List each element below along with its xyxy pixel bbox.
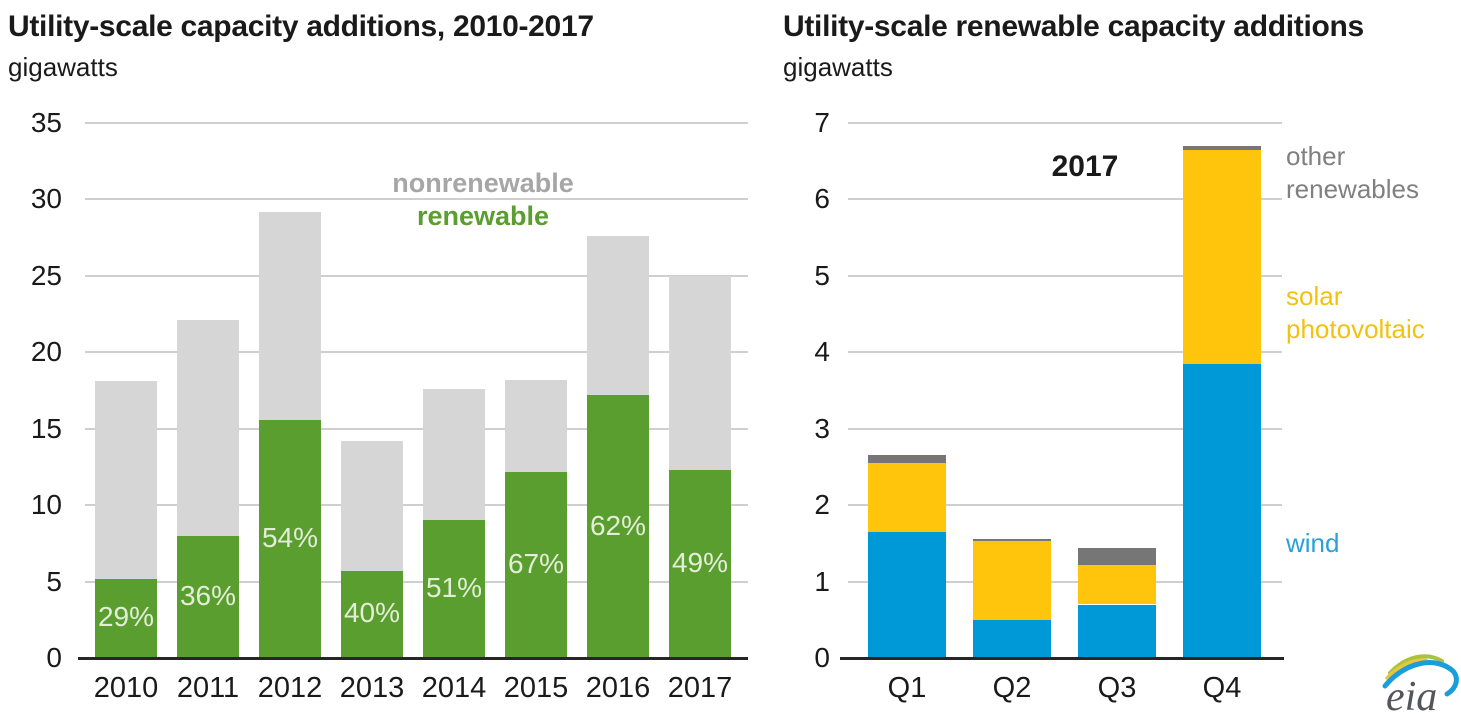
bar-segment-solar-photovoltaic <box>1078 564 1156 605</box>
year-annotation: 2017 <box>1051 150 1119 183</box>
gridline <box>85 351 748 354</box>
bar-segment-nonrenewable <box>587 236 649 396</box>
y-tick-label: 10 <box>30 489 62 521</box>
left-chart-title: Utility-scale capacity additions, 2010-2… <box>8 10 594 43</box>
eia-logo-blue-arc <box>1382 660 1459 697</box>
bar-segment-nonrenewable <box>341 440 403 571</box>
bar-segment-solar-photovoltaic <box>868 463 946 532</box>
bar-percent-label: 51% <box>425 572 483 604</box>
bar-segment-renewable <box>341 570 403 658</box>
y-tick-label: 1 <box>814 565 830 597</box>
bar-segment-other-renewables <box>1078 547 1156 565</box>
bar-segment-other-renewables <box>973 538 1051 542</box>
y-tick-label: 5 <box>46 565 62 597</box>
bar-percent-label: 36% <box>179 579 237 611</box>
bar-segment-nonrenewable <box>505 379 567 472</box>
series-label-other-renewables: other renewables <box>1286 141 1419 204</box>
bar-percent-label: 54% <box>261 521 319 553</box>
y-tick-label: 30 <box>30 183 62 215</box>
bar-segment-other-renewables <box>1183 145 1261 150</box>
series-label-wind: wind <box>1286 528 1340 558</box>
bar-percent-label: 40% <box>343 597 401 629</box>
gridline <box>85 198 748 201</box>
gridline <box>85 427 748 430</box>
gridline <box>848 580 1282 583</box>
bar-segment-nonrenewable <box>423 388 485 521</box>
eia-logo: eia <box>1382 654 1459 714</box>
bar-segment-renewable <box>587 395 649 658</box>
bar-segment-wind <box>1183 363 1261 658</box>
y-tick-label: 20 <box>30 336 62 368</box>
right-chart-units-label: gigawatts <box>783 52 893 82</box>
y-tick-label: 25 <box>30 259 62 291</box>
gridline <box>85 504 748 507</box>
bar-segment-nonrenewable <box>177 320 239 536</box>
bar-segment-nonrenewable <box>669 275 731 470</box>
bar-segment-wind <box>1078 604 1156 658</box>
x-tick-label: 2016 <box>585 672 651 704</box>
y-tick-label: 15 <box>30 412 62 444</box>
bar-percent-label: 49% <box>671 546 729 578</box>
y-tick-label: 7 <box>814 107 830 138</box>
bar-segment-wind <box>973 619 1051 658</box>
bar-segment-renewable <box>505 471 567 658</box>
gridline <box>85 122 748 124</box>
bar-segment-renewable <box>95 578 157 658</box>
x-tick-label: Q4 <box>1202 672 1242 704</box>
x-tick-label: 2011 <box>176 672 240 704</box>
y-tick-label: 5 <box>814 259 830 291</box>
x-tick-label: 2010 <box>93 672 159 704</box>
bar-percent-label: 62% <box>589 509 647 541</box>
x-tick-label: 2015 <box>503 672 569 704</box>
gridline <box>848 274 1282 277</box>
gridline <box>85 580 748 583</box>
y-tick-label: 4 <box>814 336 830 368</box>
x-axis-line <box>78 657 748 660</box>
eia-logo-yellow-arc <box>1385 658 1428 680</box>
legend-nonrenewable: nonrenewable <box>392 168 574 198</box>
y-tick-label: 6 <box>814 183 830 215</box>
x-tick-label: Q3 <box>1097 672 1137 704</box>
y-tick-label: 0 <box>814 642 830 673</box>
gridline <box>848 198 1282 201</box>
y-tick-label: 2 <box>814 489 830 521</box>
gridline <box>848 504 1282 507</box>
bar-segment-renewable <box>177 535 239 658</box>
x-tick-label: 2017 <box>667 672 733 704</box>
y-tick-label: 3 <box>814 412 830 444</box>
gridline <box>85 274 748 277</box>
bar-segment-renewable <box>423 520 485 658</box>
bar-segment-solar-photovoltaic <box>1183 149 1261 364</box>
gridline <box>848 122 1282 124</box>
x-tick-label: 2013 <box>339 672 405 704</box>
x-tick-label: Q2 <box>992 672 1032 704</box>
x-tick-label: Q1 <box>887 672 927 704</box>
right-chart-title: Utility-scale renewable capacity additio… <box>783 10 1364 43</box>
bar-segment-nonrenewable <box>95 381 157 579</box>
bar-segment-nonrenewable <box>259 211 321 420</box>
legend-renewable: renewable <box>416 201 550 231</box>
eia-logo-text: eia <box>1386 674 1437 714</box>
bar-segment-other-renewables <box>868 455 946 464</box>
y-tick-label: 0 <box>46 642 62 673</box>
bar-segment-renewable <box>669 469 731 658</box>
x-axis-line <box>840 657 1284 660</box>
bar-segment-solar-photovoltaic <box>973 541 1051 620</box>
y-tick-label: 35 <box>30 107 62 138</box>
x-tick-label: 2012 <box>257 672 323 704</box>
bar-segment-wind <box>868 531 946 658</box>
series-label-solar-photovoltaic: solar photovoltaic <box>1286 281 1425 344</box>
left-chart-units-label: gigawatts <box>8 52 118 82</box>
gridline <box>848 351 1282 354</box>
bar-percent-label: 67% <box>507 547 565 579</box>
x-tick-label: 2014 <box>421 672 487 704</box>
bar-percent-label: 29% <box>97 601 155 633</box>
gridline <box>848 427 1282 430</box>
bar-segment-renewable <box>259 419 321 658</box>
